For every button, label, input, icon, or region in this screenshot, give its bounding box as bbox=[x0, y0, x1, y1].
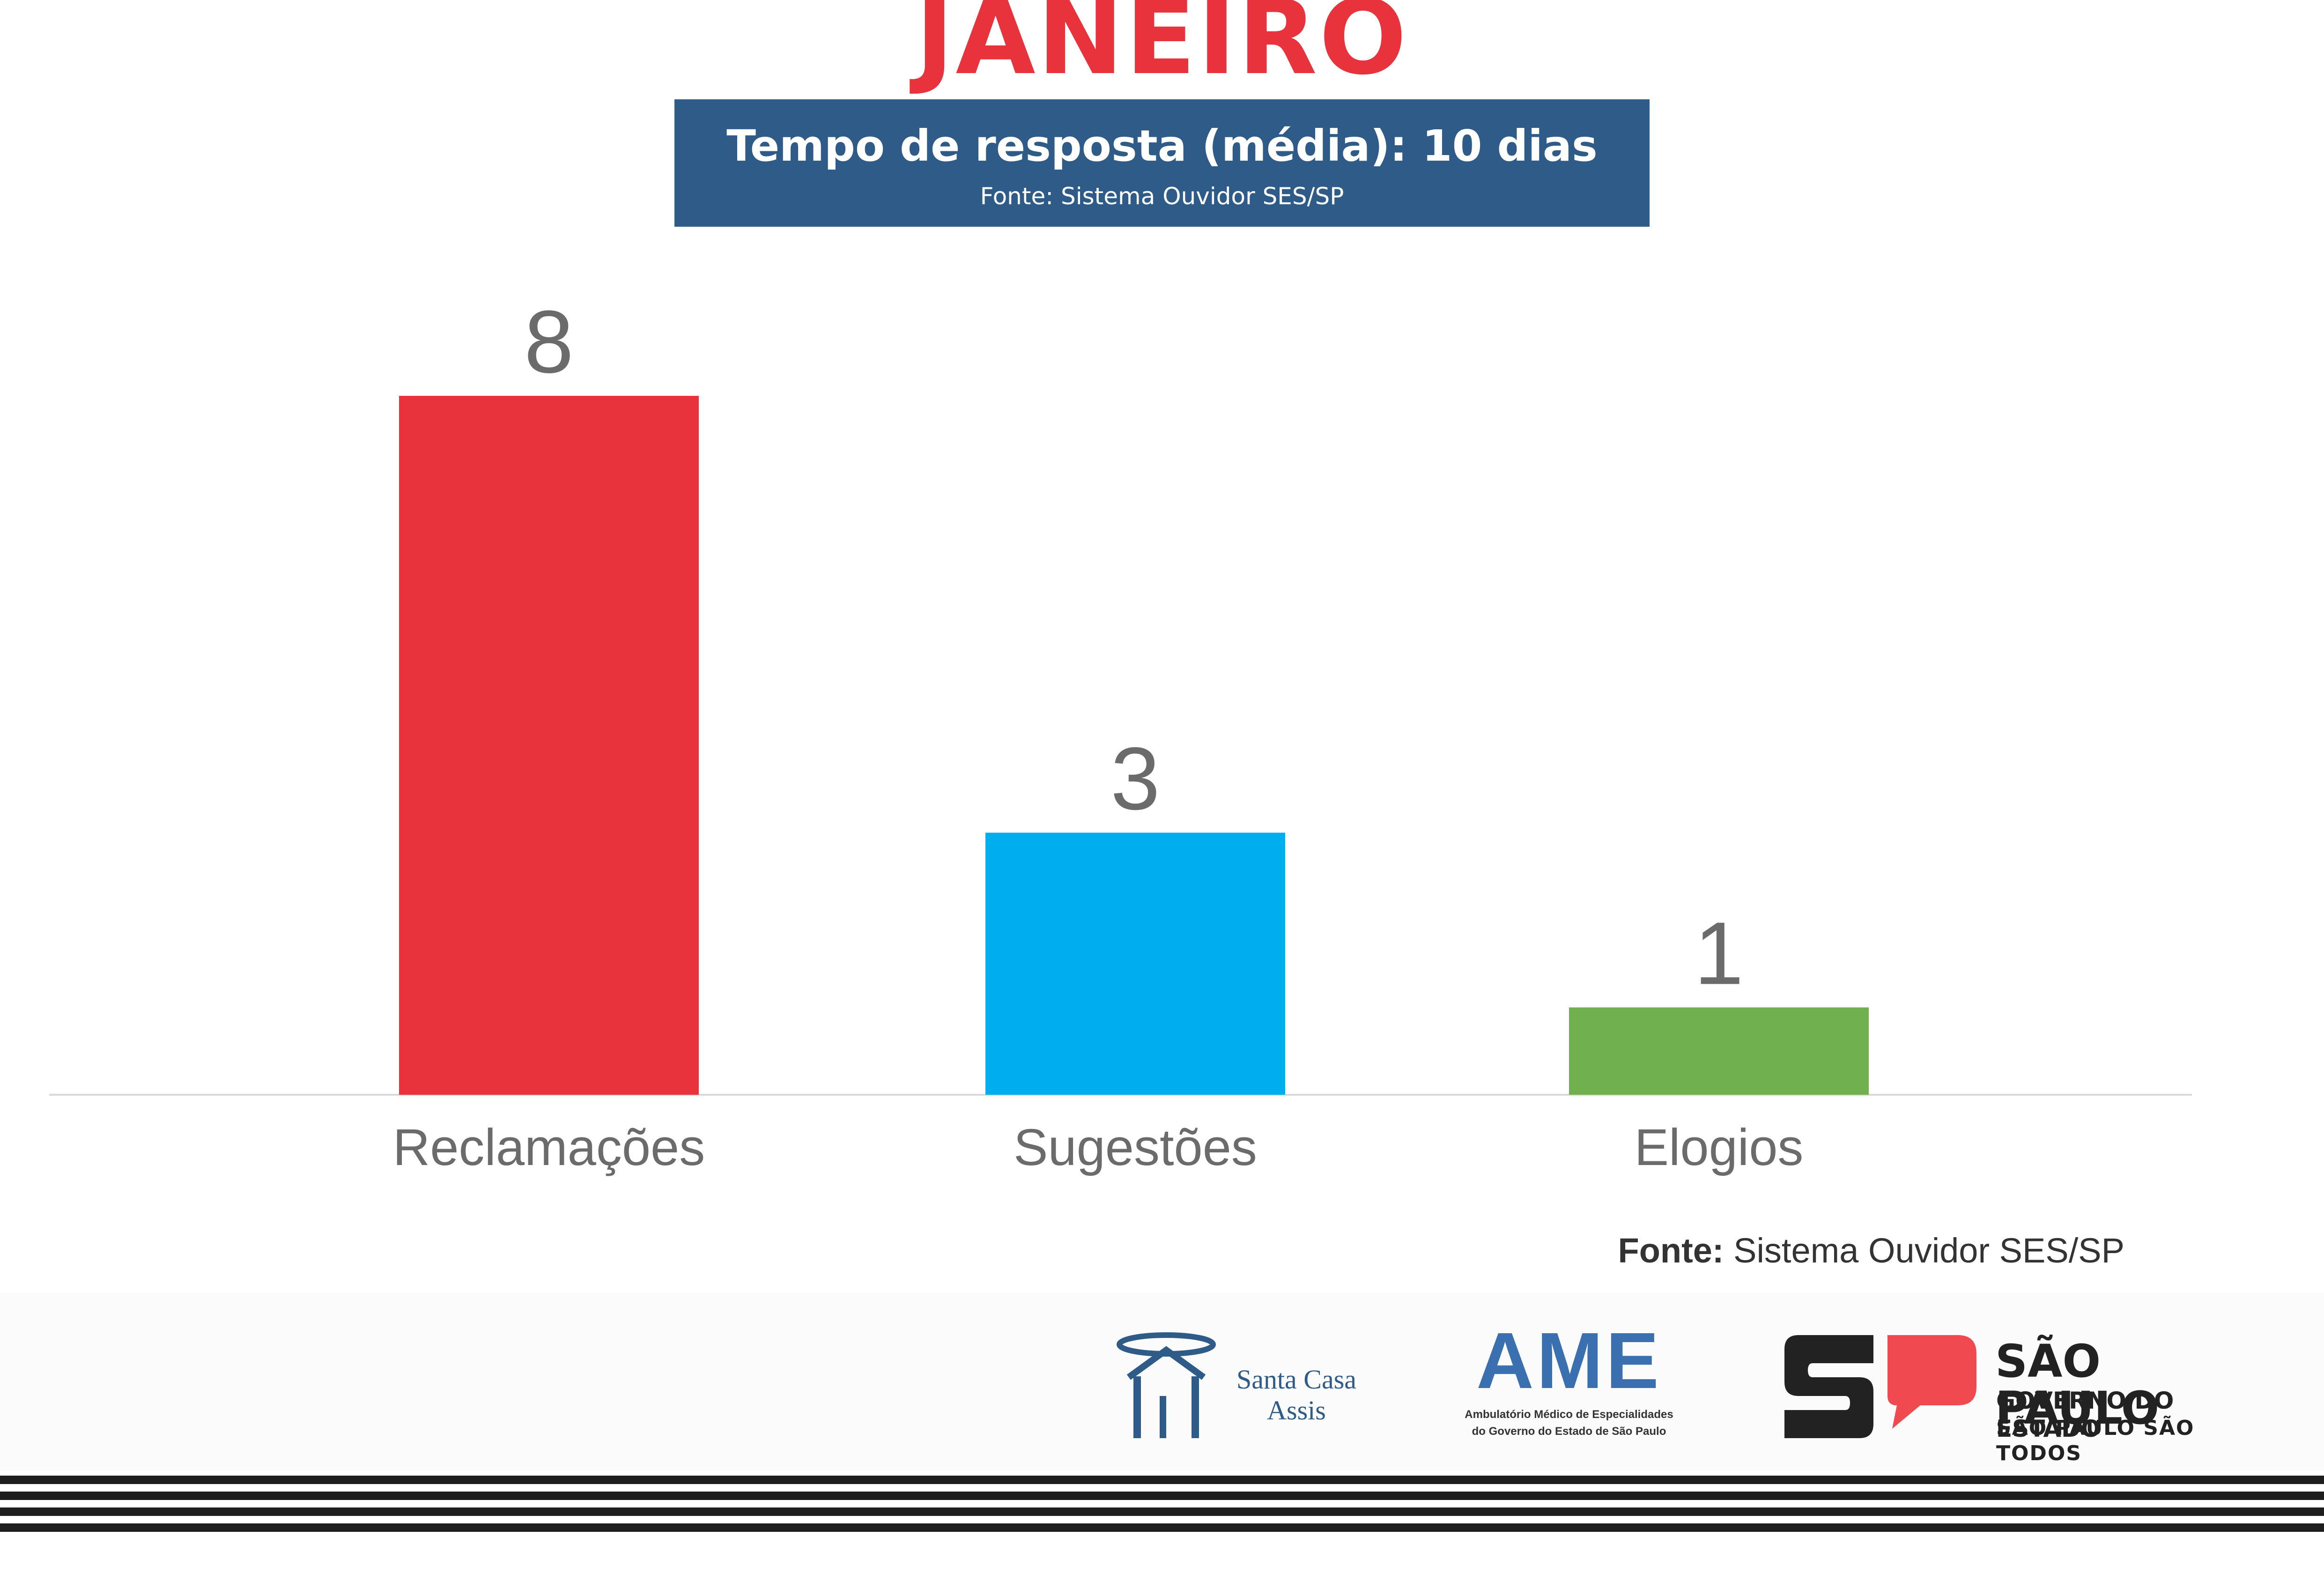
category-label-1: Reclamações bbox=[393, 1119, 705, 1176]
santa-casa-line2: Assis bbox=[1267, 1395, 1326, 1426]
footer-source-text: Sistema Ouvidor SES/SP bbox=[1724, 1231, 2124, 1270]
response-time-headline: Tempo de resposta (média): 10 dias bbox=[726, 121, 1598, 171]
stripe bbox=[0, 1492, 2324, 1500]
ame-logo: AME Ambulatório Médico de Especialidades… bbox=[1438, 1316, 1700, 1448]
category-label-3: Elogios bbox=[1635, 1119, 1804, 1176]
bottom-stripes bbox=[0, 1476, 2324, 1532]
ame-mark: AME bbox=[1476, 1316, 1662, 1405]
sao-paulo-government-logo: SÃO PAULO GOVERNO DO ESTADO SÃO PAULO SÃ… bbox=[1780, 1335, 2277, 1465]
data-label-1: 8 bbox=[524, 292, 574, 392]
ame-subtitle-line1: Ambulatório Médico de Especialidades bbox=[1465, 1408, 1673, 1421]
ame-subtitle: Ambulatório Médico de Especialidades do … bbox=[1438, 1406, 1700, 1440]
sp-subtitle: GOVERNO DO ESTADO bbox=[1996, 1387, 2174, 1442]
sp-title: SÃO PAULO bbox=[1995, 1335, 2160, 1434]
bar-1 bbox=[399, 396, 699, 1095]
stripe bbox=[0, 1523, 2324, 1532]
response-time-source: Fonte: Sistema Ouvidor SES/SP bbox=[980, 183, 1344, 210]
sp-slogan: SÃO PAULO SÃO TODOS bbox=[1996, 1416, 2195, 1465]
month-title: JANEIRO bbox=[915, 0, 1409, 97]
category-label-2: Sugestões bbox=[1014, 1119, 1257, 1176]
santa-casa-logo: Santa Casa Assis bbox=[1115, 1326, 1377, 1448]
data-label-3: 1 bbox=[1694, 904, 1744, 1003]
data-label-2: 3 bbox=[1110, 729, 1160, 829]
footer-source: Fonte: Sistema Ouvidor SES/SP bbox=[1030, 1227, 2125, 1274]
bar-3 bbox=[1569, 1007, 1869, 1095]
sp-symbol-icon bbox=[1784, 1335, 1976, 1438]
santa-casa-line1: Santa Casa bbox=[1236, 1364, 1357, 1395]
response-time-box: Tempo de resposta (média): 10 dias Fonte… bbox=[674, 99, 1650, 227]
santa-casa-name: Santa Casa Assis bbox=[1226, 1364, 1367, 1426]
bar-2 bbox=[985, 832, 1285, 1095]
bar-chart: 8 Reclamações 3 Sugestões 1 Elogios bbox=[49, 292, 2192, 1176]
stripe bbox=[0, 1476, 2324, 1484]
stripe bbox=[0, 1507, 2324, 1516]
santa-casa-building-icon bbox=[1117, 1332, 1216, 1438]
ame-subtitle-line2: do Governo do Estado de São Paulo bbox=[1472, 1425, 1666, 1438]
footer-source-label: Fonte: bbox=[1618, 1231, 1724, 1270]
